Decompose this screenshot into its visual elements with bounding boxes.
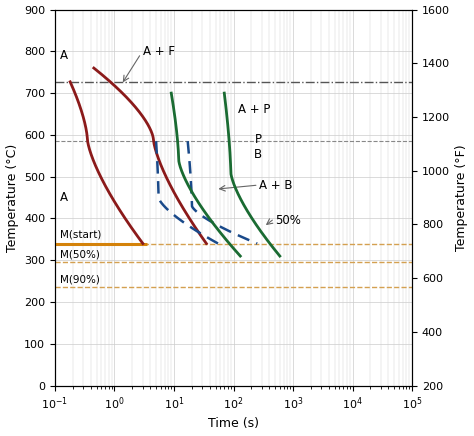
Y-axis label: Temperature (°C): Temperature (°C) — [6, 143, 18, 252]
Y-axis label: Temperature (°F): Temperature (°F) — [456, 144, 468, 251]
X-axis label: Time (s): Time (s) — [208, 417, 259, 430]
Text: M(50%): M(50%) — [60, 250, 100, 260]
Text: M(start): M(start) — [60, 229, 101, 239]
Text: A: A — [60, 49, 68, 62]
Text: A + F: A + F — [143, 45, 175, 58]
Text: P
B: P B — [254, 133, 262, 161]
Text: A: A — [60, 191, 68, 204]
Text: M(90%): M(90%) — [60, 275, 100, 285]
Text: A + B: A + B — [259, 178, 292, 191]
Text: 50%: 50% — [275, 214, 301, 227]
Text: A + P: A + P — [238, 103, 271, 116]
